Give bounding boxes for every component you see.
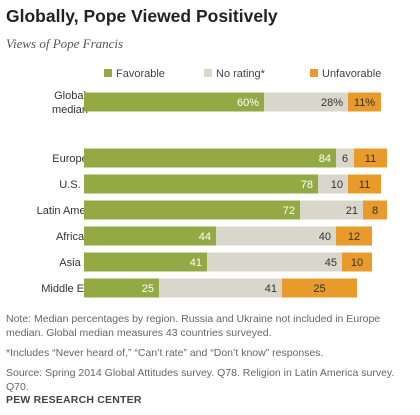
legend-item-unfavorable: Unfavorable — [310, 68, 381, 80]
data-label: 78 — [301, 179, 313, 191]
bar-segment-unfavorable — [348, 174, 381, 194]
bar-segment-unfavorable — [363, 200, 387, 220]
bar-segment-no-rating — [300, 200, 363, 220]
chart-subtitle: Views of Pope Francis — [6, 36, 124, 51]
bar-segment-unfavorable — [348, 92, 381, 112]
legend-swatch-no-rating — [204, 69, 212, 77]
data-label: 25 — [142, 283, 154, 295]
bar-segment-no-rating — [336, 148, 354, 168]
bar-segment-favorable — [84, 252, 207, 272]
category-label: Global — [54, 90, 86, 102]
data-label: 12 — [348, 231, 360, 243]
category-label: U.S. — [59, 179, 80, 191]
legend-swatch-favorable — [104, 69, 112, 77]
bar-segment-favorable — [84, 200, 300, 220]
category-label: Europe — [52, 153, 87, 165]
data-label: 8 — [372, 205, 378, 217]
notes: Note: Median percentages by region. Russ… — [6, 312, 414, 400]
source-organization: PEW RESEARCH CENTER — [6, 394, 142, 406]
data-label: 45 — [325, 257, 337, 269]
bar-segment-unfavorable — [354, 148, 387, 168]
data-label: 11 — [359, 179, 370, 191]
bar-segment-unfavorable — [282, 278, 357, 298]
bar-segment-unfavorable — [342, 252, 372, 272]
legend-swatch-unfavorable — [310, 69, 318, 77]
data-label: 60% — [237, 97, 259, 109]
bar-segment-favorable — [84, 278, 159, 298]
legend-item-favorable: Favorable — [104, 68, 165, 80]
stacked-bar-chart: Global median 60% 28% 11% Europe 84 6 11 U.S. 78 10… — [37, 90, 387, 298]
category-label: Asia — [59, 257, 81, 269]
bar-segment-favorable — [84, 174, 318, 194]
footnote-text: *Includes “Never heard of,” “Can’t rate”… — [6, 347, 324, 359]
bar-segment-favorable — [84, 148, 336, 168]
data-label: 10 — [331, 179, 343, 191]
chart-title: Globally, Pope Viewed Positively — [6, 6, 278, 26]
legend-item-no-rating: No rating* — [204, 68, 265, 80]
data-label: 11% — [354, 97, 375, 109]
bar-segment-no-rating — [318, 174, 348, 194]
legend-label-no-rating: No rating* — [216, 68, 265, 80]
legend-label-unfavorable: Unfavorable — [322, 68, 382, 80]
category-label: median — [52, 104, 88, 116]
bar-segment-no-rating — [207, 252, 342, 272]
data-label: 6 — [342, 153, 348, 165]
bar-segment-no-rating — [264, 92, 348, 112]
data-label: 25 — [313, 283, 325, 295]
data-label: 72 — [283, 205, 295, 217]
data-label: 11 — [365, 153, 376, 165]
bar-segment-no-rating — [159, 278, 282, 298]
data-label: 84 — [319, 153, 331, 165]
data-label: 10 — [351, 257, 363, 269]
bar-segment-favorable — [84, 226, 216, 246]
note-text: Note: Median percentages by region. Russ… — [6, 313, 381, 339]
category-label: Africa — [56, 231, 85, 243]
data-label: 28% — [321, 97, 343, 109]
bar-segment-no-rating — [216, 226, 336, 246]
data-label: 44 — [199, 231, 211, 243]
data-label: 41 — [265, 283, 277, 295]
bar-segment-favorable — [84, 92, 264, 112]
data-label: 41 — [190, 257, 202, 269]
bar-segment-unfavorable — [336, 226, 372, 246]
data-label: 40 — [319, 231, 331, 243]
source-text: Source: Spring 2014 Global Attitudes sur… — [6, 367, 395, 393]
data-label: 21 — [346, 205, 358, 217]
legend-label-favorable: Favorable — [116, 68, 165, 80]
